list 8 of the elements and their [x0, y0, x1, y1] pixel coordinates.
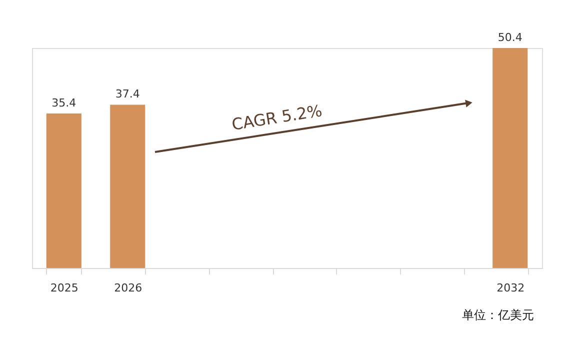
data-label: 35.4 — [52, 96, 76, 110]
x-tick-label: 2032 — [496, 282, 525, 294]
data-label: 37.4 — [115, 88, 140, 101]
annotation: CAGR 5.2% — [230, 101, 324, 134]
data-label: 50.4 — [498, 31, 522, 44]
x-tick-label: 2026 — [114, 282, 142, 294]
text: 单位：亿美元 — [462, 308, 534, 322]
x-tick-label: 2025 — [50, 282, 78, 294]
